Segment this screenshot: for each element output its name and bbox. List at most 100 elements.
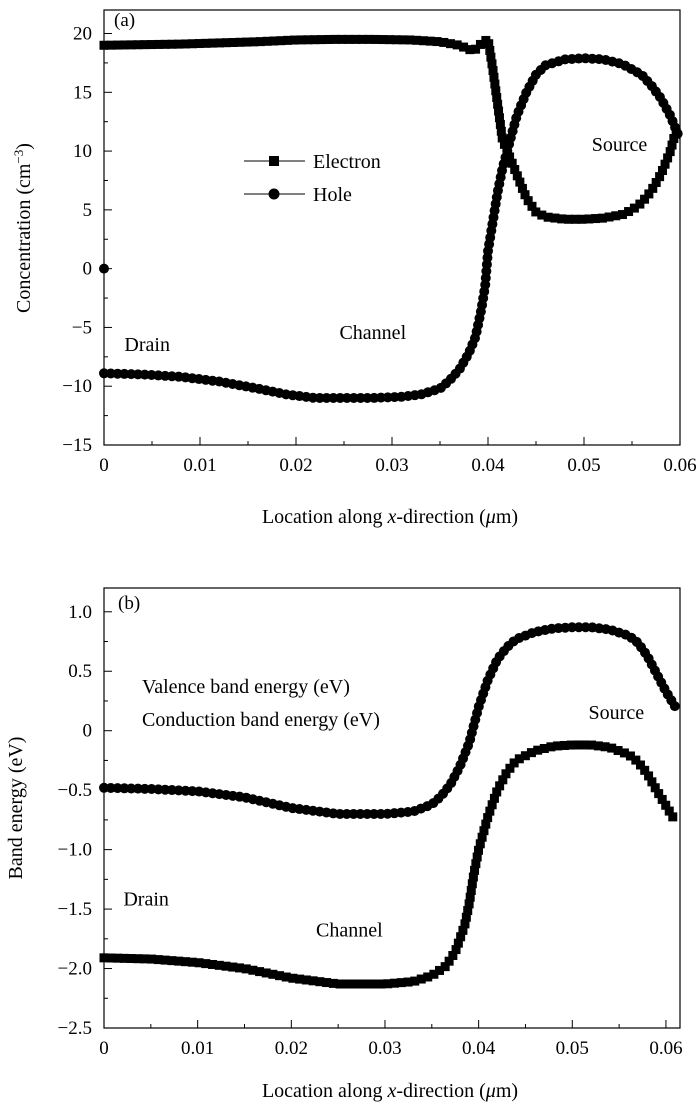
square-marker [498, 775, 508, 785]
square-marker [493, 99, 503, 109]
square-marker [364, 34, 374, 44]
square-marker [432, 37, 442, 47]
square-marker [215, 38, 225, 48]
square-marker [452, 40, 462, 50]
square-marker [543, 212, 553, 222]
square-marker [235, 37, 245, 47]
legend-marker-hole [268, 188, 280, 200]
square-marker [494, 113, 504, 123]
square-marker [242, 37, 252, 47]
x-tick-labels: 0 0.01 0.02 0.03 0.04 0.05 0.06 [99, 455, 696, 476]
square-marker [221, 38, 231, 48]
square-marker [276, 36, 286, 46]
square-marker [429, 969, 439, 979]
square-marker [461, 912, 471, 922]
square-marker [126, 40, 136, 50]
square-marker [460, 919, 470, 929]
square-marker [99, 953, 109, 963]
x-tick-label: 0.05 [556, 1038, 589, 1059]
square-marker [456, 932, 466, 942]
series-markers [99, 34, 683, 403]
square-marker [477, 832, 487, 842]
square-marker [153, 955, 163, 965]
square-marker [160, 955, 170, 965]
square-marker [546, 742, 556, 752]
square-marker [517, 183, 527, 193]
y-tick-label: 0.5 [68, 661, 92, 682]
square-marker [531, 207, 541, 217]
square-marker [147, 954, 157, 964]
x-tick-label: 0.04 [471, 455, 505, 476]
square-marker [113, 953, 123, 963]
square-marker [451, 945, 461, 955]
square-marker [557, 214, 567, 224]
square-marker [410, 976, 420, 986]
square-marker [194, 39, 204, 49]
square-marker [119, 40, 129, 50]
square-marker [221, 961, 231, 971]
square-marker [187, 39, 197, 49]
square-marker [330, 34, 340, 44]
legend-label-valence: Valence band energy (eV) [142, 676, 350, 698]
square-marker [492, 787, 502, 797]
square-marker [140, 954, 150, 964]
square-marker [660, 159, 670, 169]
square-marker [228, 37, 238, 47]
square-marker [566, 740, 576, 750]
square-marker [317, 35, 327, 45]
x-tick-label: 0.03 [368, 1038, 401, 1059]
annotations: Drain Channel Source [123, 702, 644, 942]
x-tick-label: 0.06 [663, 455, 696, 476]
square-marker [648, 183, 658, 193]
square-marker [201, 38, 211, 48]
square-marker [376, 979, 386, 989]
y-tick-label: 10 [73, 141, 92, 162]
x-tick-label: 0 [99, 1038, 109, 1059]
square-marker [527, 201, 537, 211]
square-marker [289, 35, 299, 45]
annotation-channel: Channel [339, 322, 406, 344]
x-tick-label: 0.02 [275, 1038, 308, 1059]
square-marker [617, 210, 627, 220]
square-marker [625, 751, 635, 761]
square-marker [444, 956, 454, 966]
axis-ticks [103, 33, 681, 446]
square-marker [629, 203, 639, 213]
square-marker [425, 36, 435, 46]
square-marker [255, 967, 265, 977]
square-marker [351, 34, 361, 44]
plot-frame [103, 587, 681, 1029]
annotation-source: Source [592, 134, 648, 156]
square-marker [269, 36, 279, 46]
square-marker [644, 771, 654, 781]
circle-marker [669, 701, 680, 712]
y-axis-label: Concentration (cm−3) [11, 143, 36, 313]
y-tick-label: 5 [83, 200, 93, 221]
x-tick-label: 0.04 [462, 1038, 496, 1059]
square-marker [180, 957, 190, 967]
y-tick-label: −15 [62, 435, 92, 456]
square-marker [640, 194, 650, 204]
square-marker [657, 165, 667, 175]
square-marker [487, 800, 497, 810]
square-marker [133, 40, 143, 50]
square-marker [497, 133, 507, 143]
y-tick-label: 0 [83, 259, 93, 280]
annotation-drain: Drain [123, 889, 169, 911]
square-marker [635, 199, 645, 209]
square-marker [655, 172, 665, 182]
square-marker [654, 789, 664, 799]
square-marker [485, 806, 495, 816]
square-marker [515, 177, 525, 187]
square-marker [383, 979, 393, 989]
square-marker [663, 153, 673, 163]
annotation-drain: Drain [124, 334, 170, 356]
square-marker [563, 214, 573, 224]
square-marker [418, 36, 428, 46]
square-marker [301, 975, 311, 985]
square-marker [550, 213, 560, 223]
annotation-source: Source [589, 702, 645, 724]
square-marker [471, 44, 481, 54]
square-marker [328, 978, 338, 988]
square-marker [335, 979, 345, 989]
